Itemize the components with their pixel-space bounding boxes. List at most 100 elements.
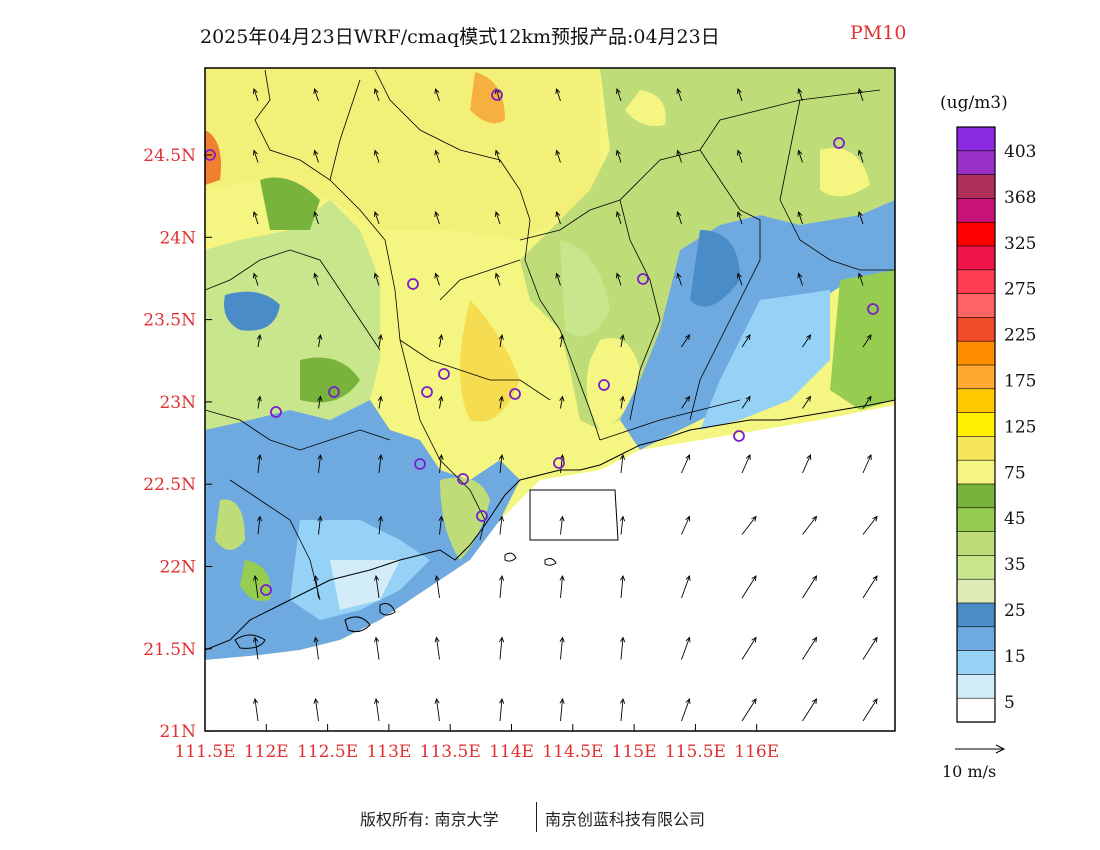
wind-arrow: [317, 395, 323, 409]
wind-arrow: [559, 636, 565, 660]
wind-arrow: [559, 697, 565, 722]
wind-arrow: [862, 395, 872, 409]
wind-arrow: [676, 149, 682, 163]
field-blue-w: [224, 291, 280, 331]
legend-label: 25: [1004, 601, 1026, 621]
lat-tick-label: 23.5N: [143, 311, 196, 331]
wind-arrow: [681, 454, 691, 474]
wind-arrow: [857, 211, 864, 225]
site-marker: [328, 386, 340, 398]
copyright-text: 版权所有: 南京大学: [360, 810, 499, 829]
site-marker: [421, 386, 433, 398]
wind-arrow: [434, 211, 440, 225]
legend-label: 15: [1004, 647, 1026, 667]
site-marker: [733, 430, 745, 442]
boundary-7: [205, 249, 381, 351]
field-yellow-ne2: [820, 148, 870, 197]
wind-arrow: [797, 211, 803, 225]
field-green-light: [560, 240, 610, 337]
wind-arrow: [862, 334, 872, 348]
boundary-9: [229, 479, 321, 601]
wind-arrow: [373, 149, 380, 163]
legend-swatch: [956, 626, 996, 652]
wind-arrow: [741, 334, 751, 348]
field-darkgreen-w2: [300, 357, 360, 403]
boundary-3: [519, 89, 881, 241]
island-2: [344, 616, 371, 633]
site-marker: [637, 273, 649, 285]
legend-label: 325: [1004, 234, 1036, 254]
wind-arrow: [256, 333, 262, 348]
wind-arrow: [802, 454, 812, 474]
wind-arrow: [498, 333, 504, 348]
wind-arrow: [377, 515, 384, 535]
legend-swatch: [956, 507, 996, 533]
lat-tick-label: 24.5N: [143, 146, 196, 166]
wind-arrow: [862, 575, 878, 599]
boundary-12: [599, 399, 741, 441]
field-hot-2: [470, 72, 505, 124]
wind-arrow: [681, 515, 691, 535]
longitude-axis: 111.5E 112E 112.5E 113E 113.5E 114E 114.5E 115E…: [174, 724, 779, 762]
legend-swatch: [956, 174, 996, 200]
company-text: 南京创蓝科技有限公司: [545, 810, 706, 829]
wind-arrow: [797, 272, 803, 286]
legend-label: 403: [1004, 142, 1036, 162]
wind-arrow: [434, 574, 440, 599]
lon-tick-label: 112E: [244, 742, 289, 762]
latitude-axis: 24.5N 24N 23.5N 23N 22.5N 22N 21.5N 21N: [143, 146, 212, 742]
lat-tick-label: 23N: [159, 393, 196, 413]
wind-reference: 10 m/s: [942, 744, 1006, 781]
lon-tick-label: 115.5E: [665, 742, 726, 762]
legend-unit: (ug/m3): [940, 93, 1008, 113]
lon-tick-label: 112.5E: [297, 742, 358, 762]
wind-arrow: [615, 211, 622, 225]
site-marker: [270, 406, 282, 418]
island-3: [379, 603, 396, 616]
legend-swatch: [956, 293, 996, 319]
wind-arrow: [313, 88, 319, 102]
boundaries: [205, 69, 895, 601]
wind-arrow: [736, 88, 743, 102]
wind-arrow: [252, 211, 259, 225]
field-paleblue-s: [330, 560, 400, 610]
wind-arrow: [676, 211, 682, 225]
field-green-prd: [440, 477, 490, 560]
wind-arrow: [438, 453, 444, 474]
wind-arrow: [681, 395, 691, 409]
legend-swatch: [956, 459, 996, 485]
wind-arrow: [313, 272, 319, 286]
wind-arrow: [253, 636, 259, 660]
wind-arrow: [862, 515, 878, 535]
wind-arrow: [555, 272, 561, 286]
wind-arrow: [438, 395, 444, 409]
wind-arrow: [252, 272, 259, 286]
wind-reference-label: 10 m/s: [942, 762, 996, 781]
lon-tick-label: 116E: [734, 742, 779, 762]
field-hot-1: [460, 300, 520, 422]
legend-frame: [956, 126, 996, 723]
wind-arrow: [620, 636, 626, 660]
wind-arrow: [494, 272, 501, 286]
wind-arrow: [857, 88, 864, 102]
wind-arrow: [256, 395, 262, 409]
boundary-6: [779, 99, 895, 271]
wind-arrow: [374, 697, 380, 722]
wind-arrow: [619, 453, 626, 474]
site-marker: [476, 510, 488, 522]
wind-arrow: [252, 88, 259, 102]
legend-swatch: [956, 221, 996, 247]
legend-swatch: [956, 650, 996, 675]
legend-labels: 403 368 325 275 225 175 125 75 45 35 25 15 5: [1004, 142, 1036, 713]
site-marker: [833, 137, 845, 149]
wind-arrow: [555, 211, 561, 225]
wind-arrow: [317, 333, 323, 348]
site-markers: [204, 89, 879, 596]
wind-arrow: [494, 211, 501, 225]
boundary-5: [689, 149, 761, 421]
legend-swatch: [956, 531, 996, 556]
legend-swatch: [956, 697, 996, 723]
wind-arrow: [559, 574, 565, 599]
legend-label: 368: [1004, 188, 1036, 208]
wind-arrow: [373, 272, 380, 286]
